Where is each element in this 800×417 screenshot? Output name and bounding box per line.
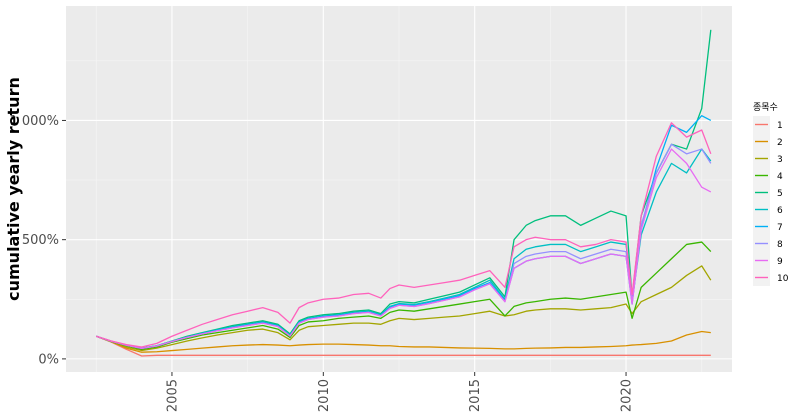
x-tick-label: 2005 [165,379,180,412]
y-axis-title: cumulative yearly return [4,77,23,301]
legend-label: 6 [777,206,783,216]
series-line-9 [96,148,712,350]
legend-label: 1 [777,121,783,131]
grid-minor [66,6,732,372]
legend: 종목수 1 2 3 4 5 6 7 8 9 10 [753,102,789,286]
series-line-10 [96,122,712,348]
y-tick-label: 1 000% [9,114,59,129]
legend-label: 9 [777,257,783,267]
series-line-1 [96,335,711,357]
series-lines [96,29,712,357]
x-axis: 2005 2010 2015 2020 [165,372,635,412]
legend-label: 3 [777,155,783,165]
grid-major [66,6,732,372]
y-axis: 0% 500% 1 000% [9,114,66,367]
series-line-2 [96,330,711,353]
y-tick-label: 500% [22,233,59,248]
legend-label: 8 [777,240,783,250]
x-tick-label: 2010 [317,379,332,412]
legend-label: 4 [777,172,783,182]
legend-label: 2 [777,138,783,148]
legend-title: 종목수 [753,102,778,113]
x-tick-label: 2020 [620,379,635,412]
series-line-4 [96,241,712,350]
legend-label: 7 [777,223,783,233]
series-line-3 [96,265,712,352]
legend-label: 10 [777,274,789,284]
legend-label: 5 [777,189,783,199]
y-tick-label: 0% [38,352,59,367]
x-tick-label: 2015 [468,379,483,412]
